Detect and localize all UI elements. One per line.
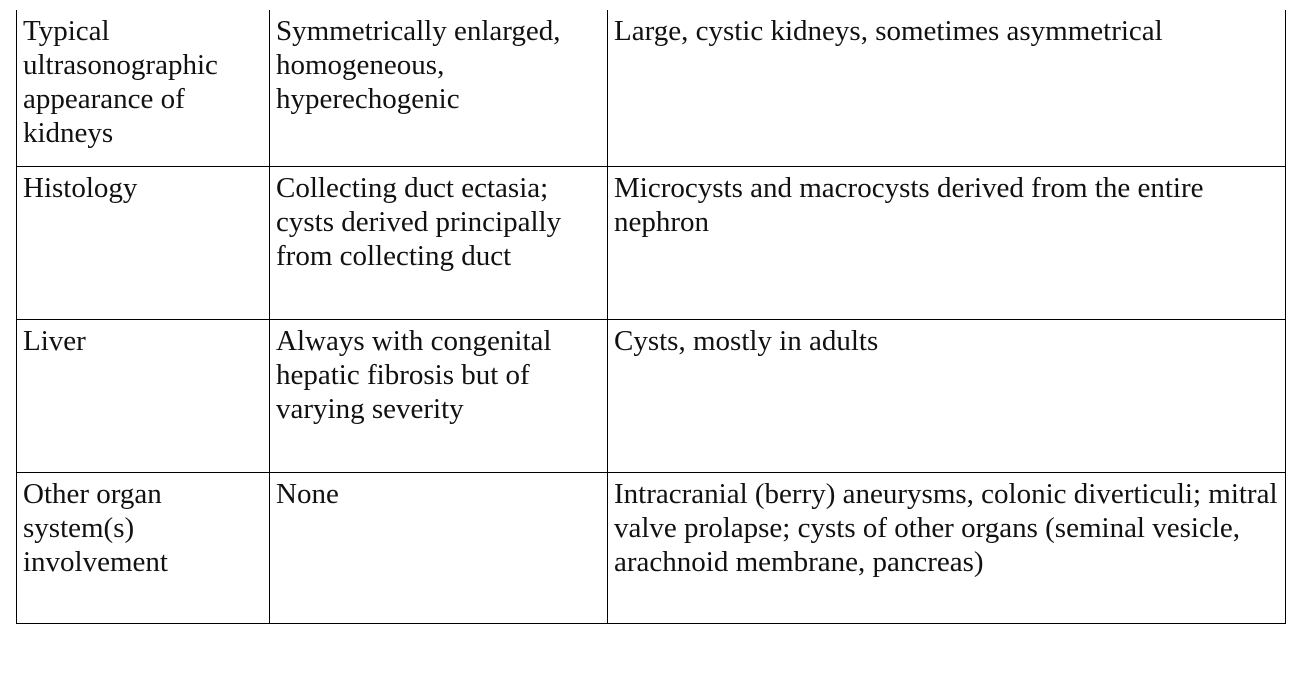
adpkd-cell: Cysts, mostly in adults — [607, 319, 1286, 473]
table-row: Histology Collecting duct ectasia; cysts… — [16, 166, 1286, 320]
arpkd-cell: None — [269, 472, 608, 624]
adpkd-cell: Microcysts and macrocysts derived from t… — [607, 166, 1286, 320]
adpkd-cell: Intracranial (berry) aneurysms, colonic … — [607, 472, 1286, 624]
table-row: Liver Always with congenital hepatic fib… — [16, 319, 1286, 473]
arpkd-cell: Collecting duct ectasia; cysts derived p… — [269, 166, 608, 320]
feature-cell: Other organ system(s) involvement — [16, 472, 270, 624]
table-row: Other organ system(s) involvement None I… — [16, 472, 1286, 624]
feature-cell: Typical ultrasonographic appearance of k… — [16, 10, 270, 167]
table-row: Typical ultrasonographic appearance of k… — [16, 10, 1286, 167]
feature-cell: Liver — [16, 319, 270, 473]
feature-cell: Histology — [16, 166, 270, 320]
arpkd-cell: Always with congenital hepatic fibrosis … — [269, 319, 608, 473]
arpkd-cell: Symmetrically enlarged, homogeneous, hyp… — [269, 10, 608, 167]
adpkd-cell: Large, cystic kidneys, sometimes asymmet… — [607, 10, 1286, 167]
comparison-table: Typical ultrasonographic appearance of k… — [16, 10, 1286, 624]
